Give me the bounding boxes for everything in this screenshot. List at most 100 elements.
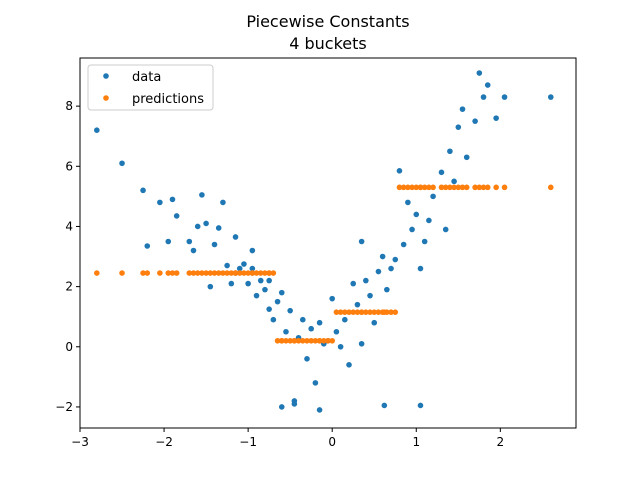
prediction-point	[358, 309, 365, 315]
data-point	[405, 199, 411, 206]
prediction-point	[438, 184, 445, 191]
legend-box	[87, 64, 214, 111]
data-point	[283, 328, 289, 335]
x-tick-label: 2	[497, 435, 505, 449]
data-point	[501, 94, 508, 100]
prediction-point	[299, 337, 306, 344]
prediction-point	[232, 270, 239, 276]
prediction-point	[442, 184, 449, 191]
prediction-point	[342, 309, 348, 315]
prediction-point	[472, 184, 478, 191]
prediction-point	[501, 184, 508, 191]
data-point	[480, 94, 487, 100]
data-point	[459, 106, 466, 112]
prediction-point	[253, 270, 260, 276]
data-point	[236, 265, 243, 272]
data-point	[354, 301, 361, 308]
legend-marker-predictions	[103, 95, 109, 101]
y-axis: −2 0 2 4 6 8	[55, 99, 80, 414]
prediction-point	[220, 270, 226, 276]
prediction-point	[262, 270, 268, 276]
prediction-point	[157, 270, 163, 276]
data-point	[253, 292, 260, 299]
prediction-point	[140, 270, 146, 276]
data-point	[203, 220, 209, 227]
x-tick-label: −2	[155, 435, 173, 449]
data-point	[274, 298, 281, 305]
data-point	[413, 211, 420, 218]
prediction-point	[367, 309, 373, 315]
data-point	[304, 356, 310, 362]
prediction-point	[396, 184, 403, 191]
data-point	[173, 213, 180, 219]
prediction-point	[304, 337, 310, 344]
prediction-point	[426, 184, 432, 191]
data-point	[190, 247, 197, 254]
prediction-point	[430, 184, 436, 191]
data-point	[472, 118, 478, 124]
prediction-point	[484, 184, 491, 191]
prediction-point	[480, 184, 487, 191]
data-point	[199, 192, 205, 198]
prediction-point	[459, 184, 466, 191]
data-point	[430, 193, 436, 200]
prediction-point	[194, 270, 201, 276]
prediction-point	[228, 270, 235, 276]
data-point	[438, 169, 445, 176]
prediction-point	[417, 184, 424, 191]
prediction-point	[119, 270, 125, 276]
prediction-point	[190, 270, 197, 276]
data-point	[291, 401, 298, 407]
data-points-layer	[94, 70, 554, 413]
prediction-point	[207, 270, 214, 276]
prediction-point	[94, 270, 100, 276]
chart-subtitle: 4 buckets	[289, 34, 367, 53]
data-point	[371, 319, 378, 326]
data-point	[417, 265, 424, 272]
prediction-point	[409, 184, 415, 191]
data-point	[249, 247, 256, 254]
data-point	[363, 277, 369, 284]
data-point	[140, 187, 146, 194]
data-point	[384, 286, 390, 293]
prediction-point	[241, 270, 247, 276]
data-point	[358, 340, 365, 347]
prediction-point	[405, 184, 411, 191]
data-point	[262, 286, 268, 293]
plot-area	[79, 57, 577, 429]
prediction-point	[144, 270, 151, 276]
prediction-points-layer	[94, 184, 554, 344]
data-point	[547, 94, 554, 100]
prediction-point	[169, 270, 176, 276]
prediction-point	[337, 309, 344, 315]
y-tick-label: 8	[65, 99, 73, 113]
prediction-point	[455, 184, 462, 191]
prediction-point	[278, 337, 285, 344]
data-point	[451, 178, 457, 185]
data-point	[157, 199, 163, 206]
legend: data predictions	[87, 64, 214, 111]
legend-marker-data	[103, 73, 109, 79]
prediction-point	[354, 309, 361, 315]
prediction-point	[215, 270, 222, 276]
data-point	[232, 234, 239, 240]
prediction-point	[381, 309, 388, 315]
data-point	[316, 407, 323, 413]
prediction-point	[375, 309, 382, 315]
y-tick-label: 2	[65, 280, 73, 294]
prediction-point	[333, 309, 340, 315]
prediction-point	[266, 270, 272, 276]
prediction-point	[199, 270, 205, 276]
prediction-point	[312, 337, 319, 344]
prediction-point	[224, 270, 230, 276]
prediction-point	[476, 184, 483, 191]
data-point	[346, 362, 352, 368]
y-tick-label: 0	[65, 340, 73, 354]
prediction-point	[413, 184, 420, 191]
legend-label-data: data	[132, 70, 161, 85]
y-tick-label: 4	[65, 219, 73, 233]
prediction-point	[547, 184, 554, 191]
prediction-point	[173, 270, 180, 276]
prediction-point	[447, 184, 453, 191]
